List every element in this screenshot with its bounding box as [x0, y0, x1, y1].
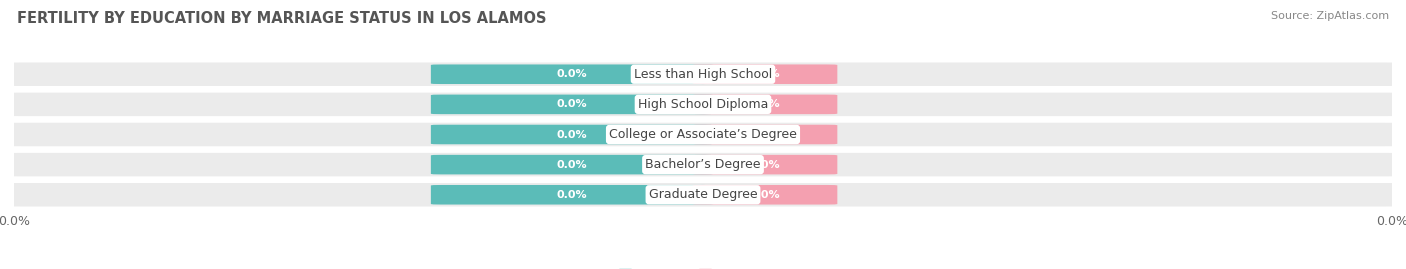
Text: Graduate Degree: Graduate Degree: [648, 188, 758, 201]
FancyBboxPatch shape: [693, 65, 838, 84]
Text: 0.0%: 0.0%: [557, 190, 588, 200]
Text: Bachelor’s Degree: Bachelor’s Degree: [645, 158, 761, 171]
FancyBboxPatch shape: [693, 155, 838, 174]
FancyBboxPatch shape: [430, 125, 713, 144]
FancyBboxPatch shape: [430, 65, 713, 84]
FancyBboxPatch shape: [0, 123, 1406, 146]
Text: 0.0%: 0.0%: [749, 160, 780, 170]
Text: 0.0%: 0.0%: [557, 160, 588, 170]
FancyBboxPatch shape: [0, 183, 1406, 207]
Text: Less than High School: Less than High School: [634, 68, 772, 81]
Text: 0.0%: 0.0%: [749, 129, 780, 140]
Text: High School Diploma: High School Diploma: [638, 98, 768, 111]
Text: 0.0%: 0.0%: [749, 69, 780, 79]
FancyBboxPatch shape: [693, 125, 838, 144]
Text: 0.0%: 0.0%: [749, 99, 780, 109]
FancyBboxPatch shape: [0, 153, 1406, 176]
Text: College or Associate’s Degree: College or Associate’s Degree: [609, 128, 797, 141]
FancyBboxPatch shape: [693, 185, 838, 204]
Text: Source: ZipAtlas.com: Source: ZipAtlas.com: [1271, 11, 1389, 21]
FancyBboxPatch shape: [430, 95, 713, 114]
FancyBboxPatch shape: [0, 62, 1406, 86]
Text: FERTILITY BY EDUCATION BY MARRIAGE STATUS IN LOS ALAMOS: FERTILITY BY EDUCATION BY MARRIAGE STATU…: [17, 11, 547, 26]
FancyBboxPatch shape: [430, 155, 713, 174]
Text: 0.0%: 0.0%: [749, 190, 780, 200]
FancyBboxPatch shape: [693, 95, 838, 114]
Text: 0.0%: 0.0%: [557, 99, 588, 109]
Text: 0.0%: 0.0%: [557, 69, 588, 79]
FancyBboxPatch shape: [0, 93, 1406, 116]
FancyBboxPatch shape: [430, 185, 713, 204]
Text: 0.0%: 0.0%: [557, 129, 588, 140]
